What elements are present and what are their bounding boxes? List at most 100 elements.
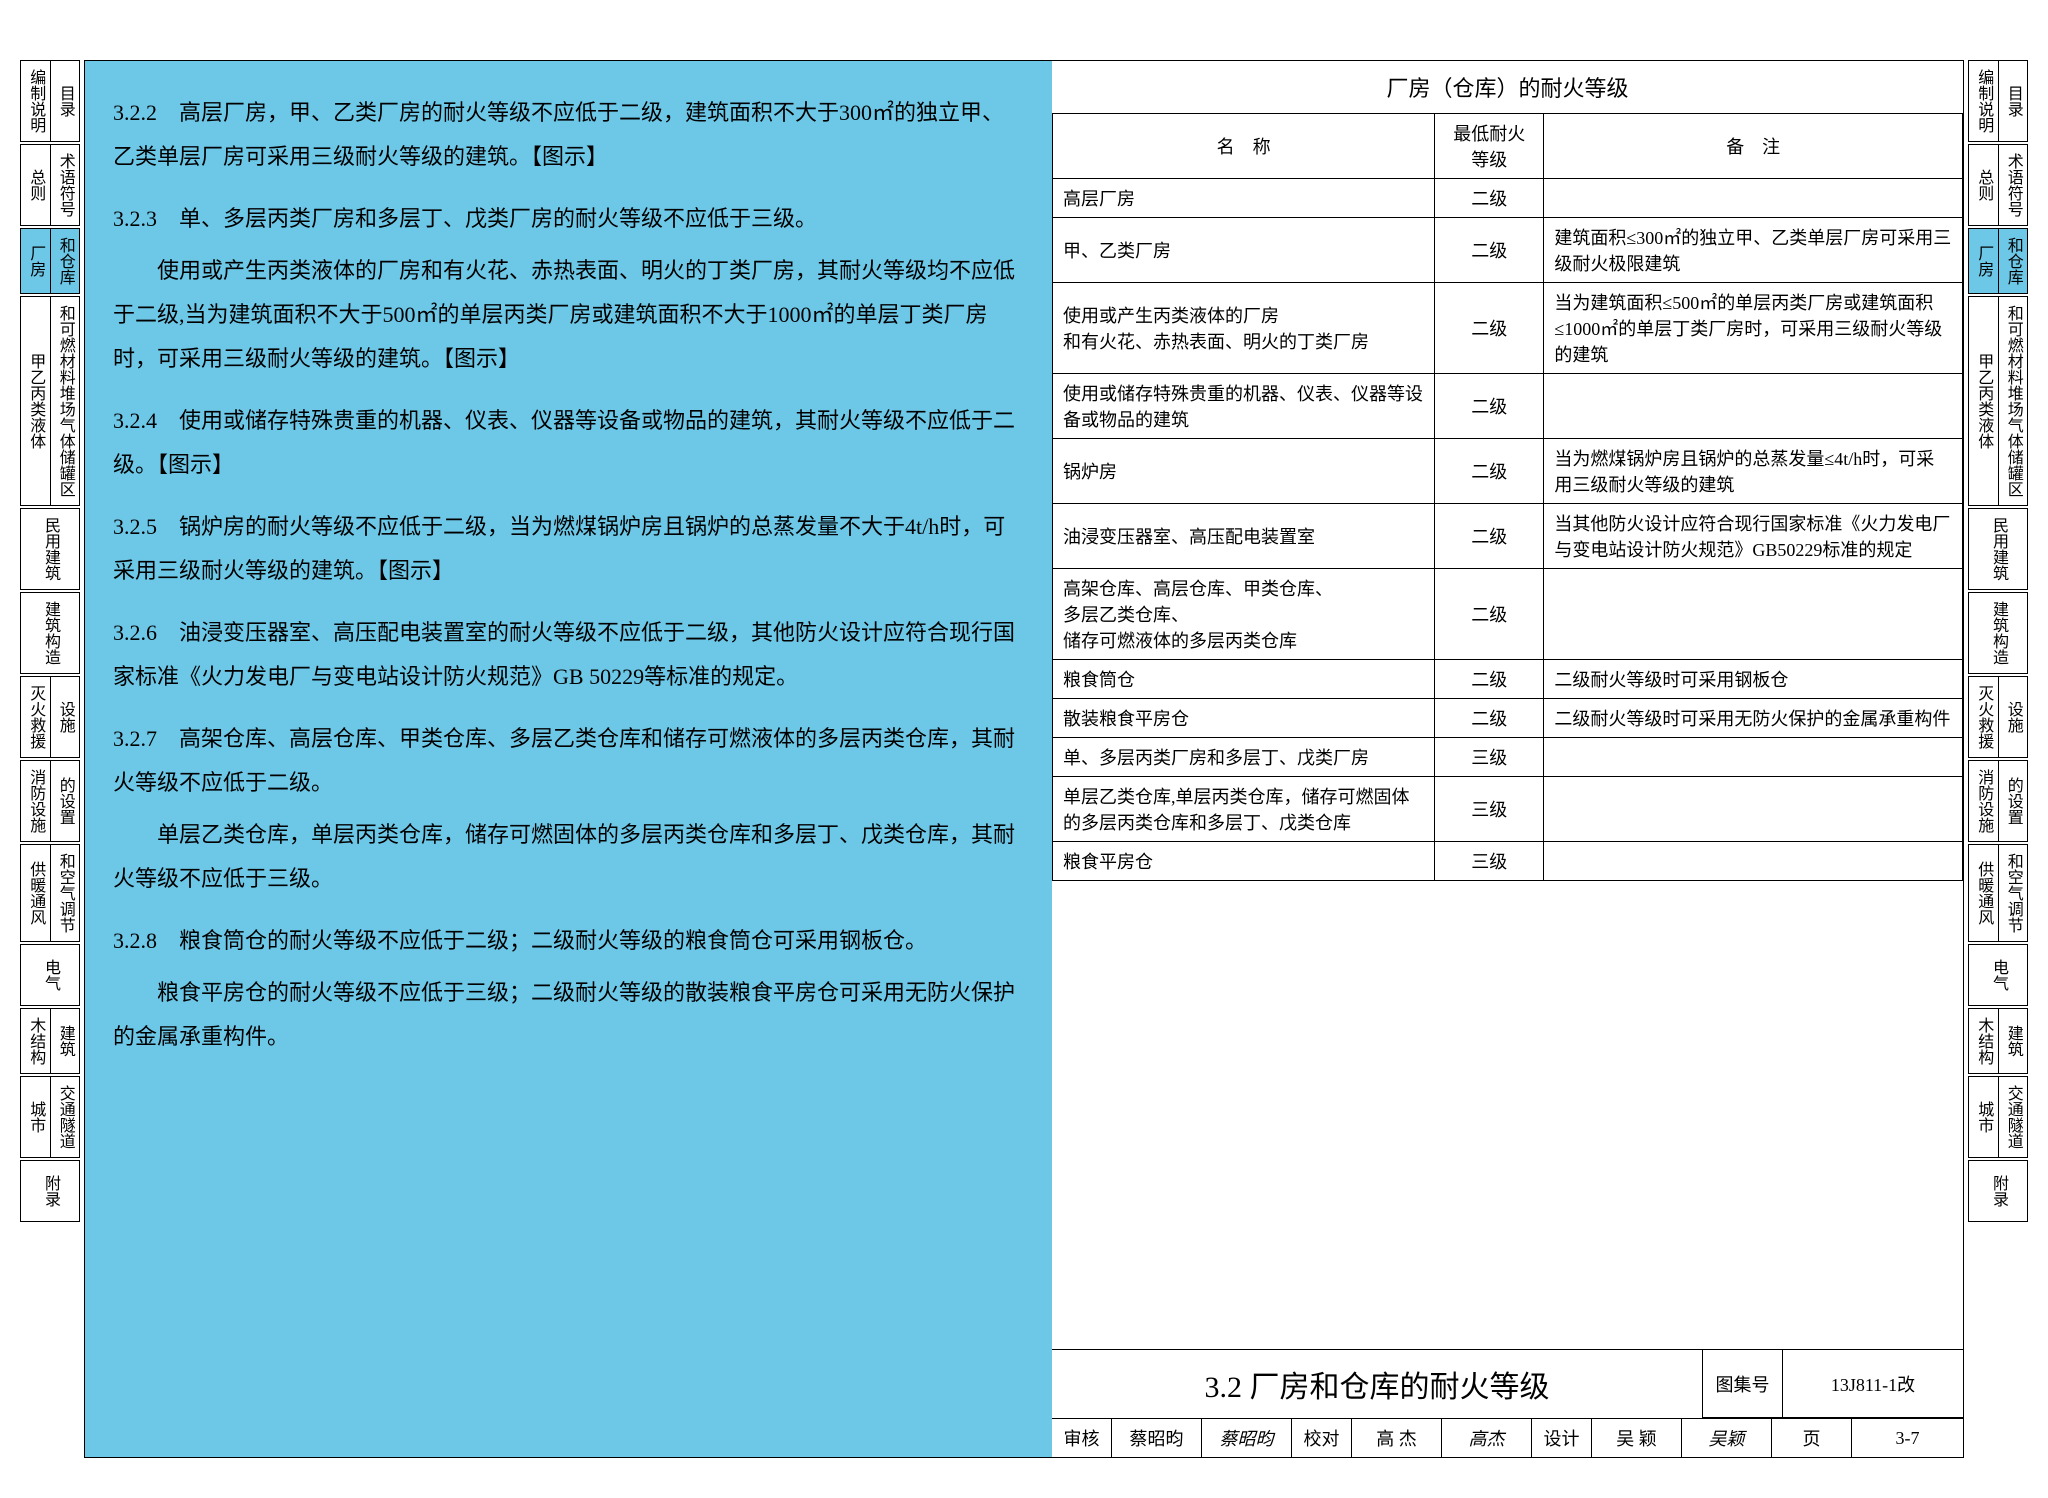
nav-row[interactable]: 消防设施的设置 bbox=[20, 760, 80, 842]
cell-level: 二级 bbox=[1435, 439, 1544, 504]
nav-row[interactable]: 民用建筑 bbox=[1968, 508, 2028, 590]
nav-row[interactable]: 总则术语符号 bbox=[1968, 144, 2028, 226]
cell-level: 二级 bbox=[1435, 218, 1544, 283]
nav-cell[interactable]: 术语符号 bbox=[50, 145, 80, 225]
nav-cell[interactable]: 电气 bbox=[21, 945, 79, 1005]
nav-cell[interactable]: 供暖通风 bbox=[21, 845, 50, 941]
nav-cell[interactable]: 灭火救援 bbox=[1969, 677, 1998, 757]
nav-cell[interactable]: 城市 bbox=[1969, 1077, 1998, 1157]
nav-cell[interactable]: 木结构 bbox=[1969, 1009, 1998, 1073]
nav-row[interactable]: 总则术语符号 bbox=[20, 144, 80, 226]
nav-row[interactable]: 附录 bbox=[20, 1160, 80, 1222]
page-root: 编制说明目录总则术语符号厂房和仓库甲乙丙类液体和可燃材料堆场气体储罐区民用建筑建… bbox=[0, 0, 2048, 1498]
nav-row[interactable]: 电气 bbox=[20, 944, 80, 1006]
atlas-value: 13J811-1改 bbox=[1783, 1350, 1963, 1417]
cell-name: 散装粮食平房仓 bbox=[1053, 699, 1435, 738]
nav-cell[interactable]: 的设置 bbox=[50, 761, 80, 841]
cell-note: 当其他防火设计应符合现行国家标准《火力发电厂与变电站设计防火规范》GB50229… bbox=[1544, 504, 1963, 569]
cell-note: 二级耐火等级时可采用无防火保护的金属承重构件 bbox=[1544, 699, 1963, 738]
nav-row[interactable]: 民用建筑 bbox=[20, 508, 80, 590]
nav-cell[interactable]: 交通隧道 bbox=[1998, 1077, 2028, 1157]
nav-cell[interactable]: 建筑构造 bbox=[1969, 593, 2027, 673]
main-content: 3.2.2 高层厂房，甲、乙类厂房的耐火等级不应低于二级，建筑面积不大于300㎡… bbox=[84, 60, 1964, 1458]
nav-row[interactable]: 木结构建筑 bbox=[1968, 1008, 2028, 1074]
nav-cell[interactable]: 术语符号 bbox=[1998, 145, 2028, 225]
cell-name: 油浸变压器室、高压配电装置室 bbox=[1053, 504, 1435, 569]
nav-cell[interactable]: 总则 bbox=[1969, 145, 1998, 225]
cell-note bbox=[1544, 374, 1963, 439]
nav-cell[interactable]: 建筑构造 bbox=[21, 593, 79, 673]
nav-row[interactable]: 厂房和仓库 bbox=[20, 228, 80, 294]
nav-cell[interactable]: 厂房 bbox=[1969, 229, 1998, 293]
nav-row[interactable]: 城市交通隧道 bbox=[1968, 1076, 2028, 1158]
nav-cell[interactable]: 目录 bbox=[1998, 61, 2028, 141]
nav-cell[interactable]: 厂房 bbox=[21, 229, 50, 293]
nav-row[interactable]: 供暖通风和空气调节 bbox=[1968, 844, 2028, 942]
nav-cell[interactable]: 建筑 bbox=[1998, 1009, 2028, 1073]
nav-cell[interactable]: 民用建筑 bbox=[21, 509, 79, 589]
nav-row[interactable]: 甲乙丙类液体和可燃材料堆场气体储罐区 bbox=[1968, 296, 2028, 506]
clause: 3.2.3 单、多层丙类厂房和多层丁、戊类厂房的耐火等级不应低于三级。 bbox=[113, 197, 1024, 241]
cell-level: 二级 bbox=[1435, 179, 1544, 218]
cell-level: 三级 bbox=[1435, 777, 1544, 842]
nav-row[interactable]: 灭火救援设施 bbox=[20, 676, 80, 758]
nav-row[interactable]: 消防设施的设置 bbox=[1968, 760, 2028, 842]
nav-cell[interactable]: 和可燃材料堆场气体储罐区 bbox=[50, 297, 80, 505]
nav-row[interactable]: 甲乙丙类液体和可燃材料堆场气体储罐区 bbox=[20, 296, 80, 506]
nav-cell[interactable]: 设施 bbox=[1998, 677, 2028, 757]
nav-row[interactable]: 电气 bbox=[1968, 944, 2028, 1006]
nav-cell[interactable]: 灭火救援 bbox=[21, 677, 50, 757]
nav-cell[interactable]: 甲乙丙类液体 bbox=[1969, 297, 1998, 505]
page-label: 页 bbox=[1772, 1419, 1852, 1457]
nav-cell[interactable]: 电气 bbox=[1969, 945, 2027, 1005]
nav-row[interactable]: 厂房和仓库 bbox=[1968, 228, 2028, 294]
nav-cell[interactable]: 和空气调节 bbox=[50, 845, 80, 941]
nav-row[interactable]: 编制说明目录 bbox=[20, 60, 80, 142]
nav-cell[interactable]: 甲乙丙类液体 bbox=[21, 297, 50, 505]
nav-row[interactable]: 城市交通隧道 bbox=[20, 1076, 80, 1158]
nav-cell[interactable]: 建筑 bbox=[50, 1009, 80, 1073]
nav-cell[interactable]: 民用建筑 bbox=[1969, 509, 2027, 589]
nav-cell[interactable]: 和仓库 bbox=[1998, 229, 2028, 293]
nav-cell[interactable]: 和仓库 bbox=[50, 229, 80, 293]
approval-signature: 吴颖 bbox=[1682, 1419, 1772, 1457]
nav-row[interactable]: 附录 bbox=[1968, 1160, 2028, 1222]
nav-cell[interactable]: 消防设施 bbox=[21, 761, 50, 841]
right-nav: 编制说明目录总则术语符号厂房和仓库甲乙丙类液体和可燃材料堆场气体储罐区民用建筑建… bbox=[1968, 60, 2028, 1458]
nav-row[interactable]: 建筑构造 bbox=[1968, 592, 2028, 674]
cell-level: 二级 bbox=[1435, 660, 1544, 699]
table-row: 甲、乙类厂房二级建筑面积≤300㎡的独立甲、乙类单层厂房可采用三级耐火极限建筑 bbox=[1053, 218, 1963, 283]
cell-level: 二级 bbox=[1435, 699, 1544, 738]
cell-name: 粮食筒仓 bbox=[1053, 660, 1435, 699]
nav-row[interactable]: 木结构建筑 bbox=[20, 1008, 80, 1074]
nav-cell[interactable]: 附录 bbox=[1969, 1161, 2027, 1221]
nav-cell[interactable]: 消防设施 bbox=[1969, 761, 1998, 841]
table-row: 单、多层丙类厂房和多层丁、戊类厂房三级 bbox=[1053, 738, 1963, 777]
approval-signature: 蔡昭昀 bbox=[1202, 1419, 1292, 1457]
nav-cell[interactable]: 交通隧道 bbox=[50, 1077, 80, 1157]
nav-cell[interactable]: 木结构 bbox=[21, 1009, 50, 1073]
nav-row[interactable]: 灭火救援设施 bbox=[1968, 676, 2028, 758]
cell-note bbox=[1544, 569, 1963, 660]
nav-cell[interactable]: 供暖通风 bbox=[1969, 845, 1998, 941]
nav-row[interactable]: 编制说明目录 bbox=[1968, 60, 2028, 142]
nav-cell[interactable]: 总则 bbox=[21, 145, 50, 225]
nav-cell[interactable]: 编制说明 bbox=[1969, 61, 1998, 141]
nav-cell[interactable]: 编制说明 bbox=[21, 61, 50, 141]
nav-cell[interactable]: 和可燃材料堆场气体储罐区 bbox=[1998, 297, 2028, 505]
nav-cell[interactable]: 设施 bbox=[50, 677, 80, 757]
nav-cell[interactable]: 城市 bbox=[21, 1077, 50, 1157]
nav-cell[interactable]: 附录 bbox=[21, 1161, 79, 1221]
cell-level: 二级 bbox=[1435, 569, 1544, 660]
fire-rating-table: 名 称 最低耐火等级 备 注 高层厂房二级甲、乙类厂房二级建筑面积≤300㎡的独… bbox=[1052, 113, 1963, 881]
page-value: 3-7 bbox=[1852, 1419, 1963, 1457]
nav-cell[interactable]: 目录 bbox=[50, 61, 80, 141]
nav-row[interactable]: 供暖通风和空气调节 bbox=[20, 844, 80, 942]
nav-cell[interactable]: 的设置 bbox=[1998, 761, 2028, 841]
clause: 3.2.6 油浸变压器室、高压配电装置室的耐火等级不应低于二级，其他防火设计应符… bbox=[113, 611, 1024, 699]
nav-cell[interactable]: 和空气调节 bbox=[1998, 845, 2028, 941]
table-title: 厂房（仓库）的耐火等级 bbox=[1052, 61, 1963, 113]
clause-panel: 3.2.2 高层厂房，甲、乙类厂房的耐火等级不应低于二级，建筑面积不大于300㎡… bbox=[85, 61, 1052, 1457]
nav-row[interactable]: 建筑构造 bbox=[20, 592, 80, 674]
table-row: 锅炉房二级当为燃煤锅炉房且锅炉的总蒸发量≤4t/h时，可采用三级耐火等级的建筑 bbox=[1053, 439, 1963, 504]
